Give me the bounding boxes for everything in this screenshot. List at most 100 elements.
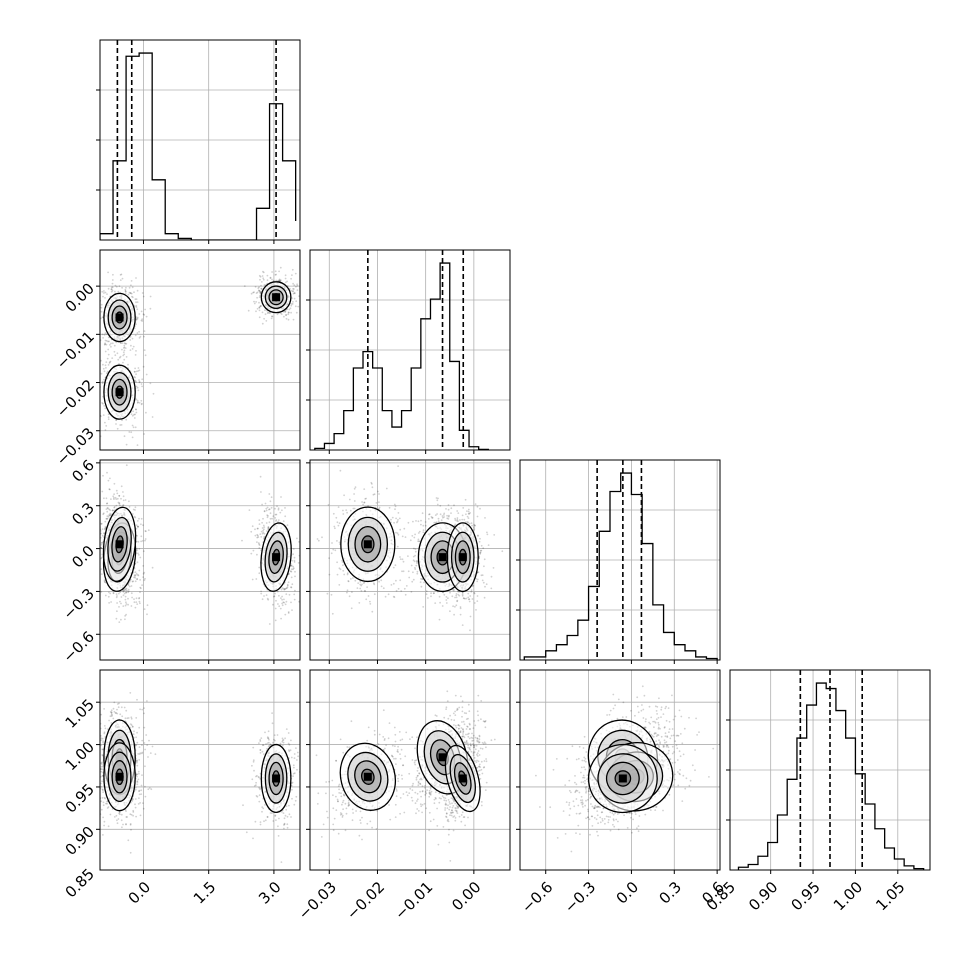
sample-point — [290, 570, 293, 573]
sample-point — [436, 513, 438, 515]
sample-point — [430, 592, 432, 595]
sample-point — [271, 278, 273, 281]
sample-point — [135, 317, 138, 320]
sample-point — [260, 592, 263, 595]
sample-point — [279, 511, 282, 514]
sample-point — [97, 564, 99, 566]
sample-point — [261, 311, 264, 314]
sample-point — [128, 286, 131, 289]
sample-point — [97, 514, 99, 516]
sample-point — [125, 601, 127, 604]
sample-point — [133, 598, 135, 600]
sample-point — [133, 515, 136, 518]
sample-point — [132, 410, 135, 413]
sample-point — [114, 284, 117, 287]
sample-point — [125, 591, 128, 594]
sample-point — [100, 808, 103, 811]
sample-point — [107, 348, 110, 351]
sample-point — [352, 577, 354, 579]
sample-point — [134, 509, 136, 511]
sample-point — [115, 341, 118, 344]
sample-point — [90, 722, 92, 724]
sample-point — [120, 342, 122, 344]
sample-point — [141, 318, 144, 321]
sample-point — [109, 512, 111, 515]
sample-point — [360, 584, 363, 587]
sample-point — [104, 332, 107, 335]
sample-point — [138, 380, 141, 383]
sample-point — [468, 600, 471, 603]
sample-point — [108, 488, 111, 491]
sample-point — [342, 569, 345, 572]
sample-point — [399, 558, 402, 560]
sample-point — [265, 507, 268, 510]
sample-point — [143, 707, 146, 709]
sample-point — [137, 370, 140, 372]
sample-point — [129, 349, 132, 351]
sample-point — [403, 527, 406, 530]
sample-point — [363, 488, 366, 490]
sample-point — [108, 514, 110, 517]
sample-point — [94, 547, 96, 549]
sample-point — [395, 589, 398, 592]
sample-point — [427, 518, 430, 520]
sample-point — [108, 719, 110, 722]
sample-point — [135, 323, 137, 326]
sample-point — [402, 570, 405, 573]
sample-point — [120, 273, 123, 276]
sample-point — [121, 348, 123, 351]
sample-point — [447, 597, 449, 600]
sample-point — [437, 517, 440, 520]
sample-point — [112, 273, 114, 276]
sample-point — [134, 571, 137, 574]
sample-point — [399, 528, 402, 531]
sample-point — [277, 279, 280, 282]
sample-point — [134, 606, 137, 609]
sample-point — [253, 302, 256, 305]
sample-point — [138, 597, 140, 600]
sample-point — [271, 315, 274, 318]
sample-point — [135, 298, 138, 300]
sample-point — [296, 537, 298, 540]
sample-point — [420, 519, 422, 522]
sample-point — [433, 521, 436, 524]
sample-point — [102, 791, 104, 793]
sample-point — [363, 501, 366, 504]
sample-point — [450, 512, 452, 514]
sample-point — [292, 318, 295, 321]
sample-point — [407, 555, 409, 557]
sample-point — [110, 345, 112, 348]
sample-point — [95, 525, 97, 527]
sample-point — [456, 517, 459, 519]
sample-point — [290, 601, 292, 604]
density-peak — [115, 540, 124, 549]
sample-point — [94, 534, 96, 536]
sample-point — [152, 392, 155, 395]
sample-point — [118, 606, 120, 608]
sample-point — [258, 286, 260, 288]
sample-point — [462, 507, 465, 509]
sample-point — [266, 530, 268, 532]
sample-point — [110, 290, 113, 293]
sample-point — [141, 385, 144, 388]
sample-point — [142, 313, 145, 316]
sample-point — [341, 559, 344, 562]
sample-point — [110, 711, 113, 714]
sample-point — [144, 577, 146, 580]
sample-point — [336, 573, 339, 576]
sample-point — [427, 597, 429, 599]
sample-point — [331, 542, 333, 544]
sample-point — [102, 513, 105, 516]
sample-point — [138, 381, 141, 384]
sample-point — [284, 310, 287, 313]
sample-point — [263, 510, 266, 513]
sample-point — [473, 592, 476, 595]
sample-point — [102, 512, 105, 515]
sample-point — [473, 602, 476, 604]
sample-point — [136, 775, 138, 778]
sample-point — [263, 284, 266, 286]
sample-point — [278, 278, 281, 281]
sample-point — [387, 593, 390, 596]
sample-point — [465, 521, 467, 523]
sample-point — [124, 589, 127, 591]
